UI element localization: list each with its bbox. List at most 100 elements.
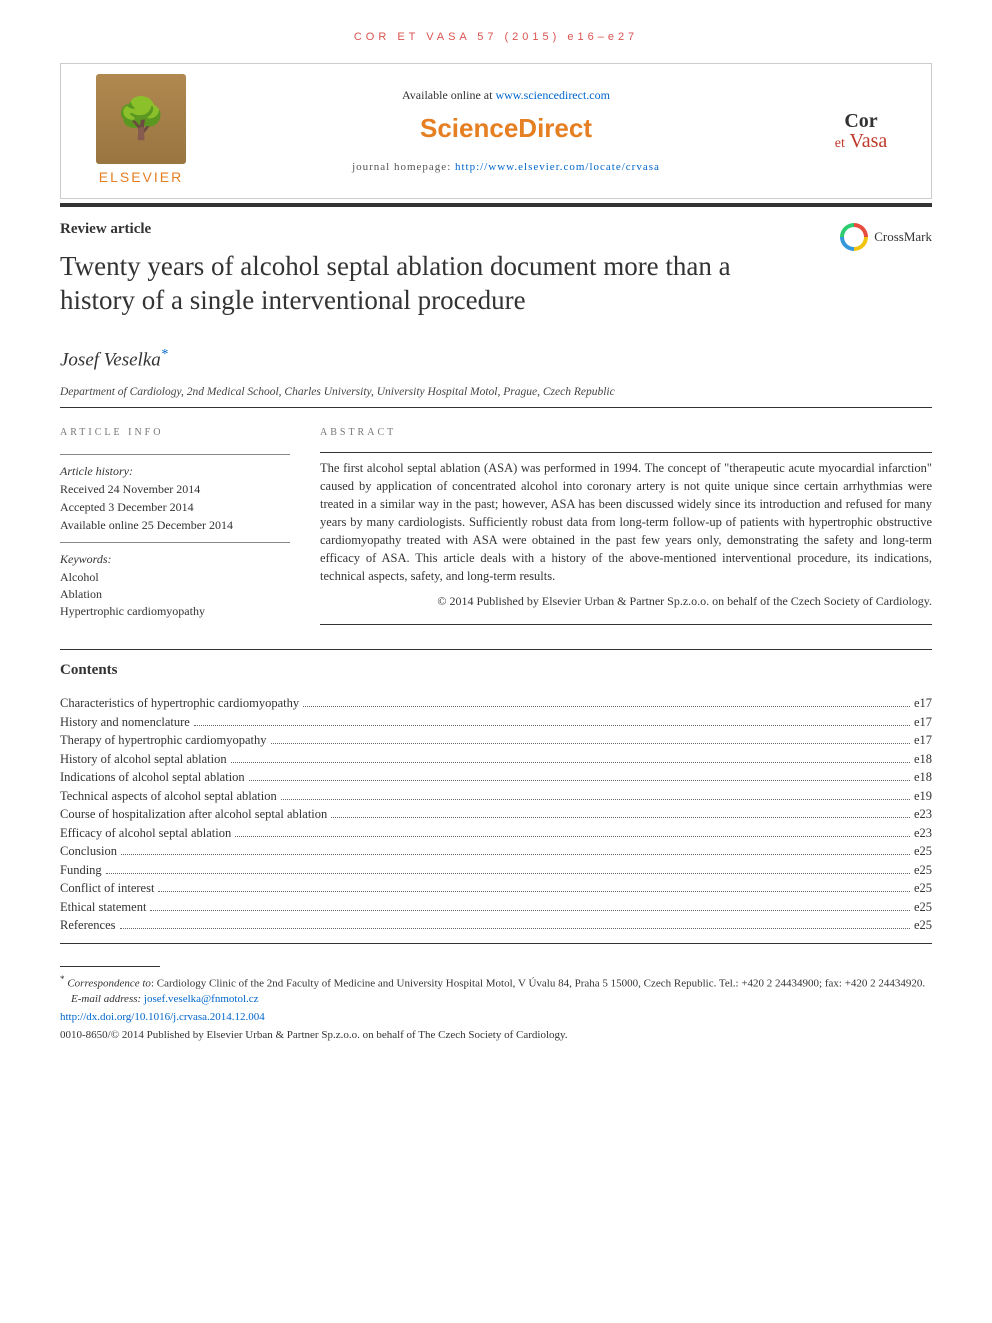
toc-row: Ethical statement e25	[60, 899, 932, 917]
keyword: Hypertrophic cardiomyopathy	[60, 603, 290, 620]
toc-row: Characteristics of hypertrophic cardiomy…	[60, 695, 932, 713]
abstract-heading: ABSTRACT	[320, 426, 932, 440]
publisher-banner: 🌳 ELSEVIER Available online at www.scien…	[60, 63, 932, 199]
logo-et: et	[835, 136, 845, 151]
email-footnote: E-mail address: josef.veselka@fnmotol.cz	[60, 992, 932, 1007]
toc-row: Conflict of interest e25	[60, 880, 932, 898]
toc-title[interactable]: Therapy of hypertrophic cardiomyopathy	[60, 732, 267, 750]
history-label: Article history:	[60, 463, 290, 480]
toc-page: e19	[914, 788, 932, 806]
elsevier-logo-block: 🌳 ELSEVIER	[81, 74, 201, 188]
toc-row: Funding e25	[60, 862, 932, 880]
table-of-contents: Characteristics of hypertrophic cardiomy…	[60, 695, 932, 935]
crossmark-badge[interactable]: CrossMark	[840, 223, 932, 251]
homepage-prefix: journal homepage:	[352, 161, 455, 173]
footnote-rule	[60, 966, 160, 967]
toc-dots	[158, 891, 910, 892]
footnote-marker: *	[60, 974, 65, 984]
available-online-text: Available online at www.sciencedirect.co…	[201, 87, 811, 104]
elsevier-wordmark: ELSEVIER	[99, 168, 183, 188]
doi-link[interactable]: http://dx.doi.org/10.1016/j.crvasa.2014.…	[60, 1011, 265, 1023]
toc-dots	[271, 743, 910, 744]
correspondence-text: : Cardiology Clinic of the 2nd Faculty o…	[151, 977, 925, 989]
abstract-copyright: © 2014 Published by Elsevier Urban & Par…	[320, 593, 932, 610]
issn-line: 0010-8650/© 2014 Published by Elsevier U…	[60, 1028, 932, 1043]
online-date: Available online 25 December 2014	[60, 517, 290, 534]
toc-title[interactable]: Technical aspects of alcohol septal abla…	[60, 788, 277, 806]
logo-vasa: Vasa	[849, 130, 887, 152]
accepted-date: Accepted 3 December 2014	[60, 499, 290, 516]
toc-title[interactable]: Course of hospitalization after alcohol …	[60, 806, 327, 824]
toc-dots	[249, 780, 910, 781]
toc-page: e25	[914, 862, 932, 880]
crossmark-icon	[840, 223, 868, 251]
keyword: Ablation	[60, 586, 290, 603]
toc-page: e23	[914, 806, 932, 824]
toc-page: e17	[914, 732, 932, 750]
toc-dots	[150, 910, 910, 911]
journal-citation: COR ET VASA 57 (2015) e16–e27	[60, 30, 932, 45]
toc-row: Conclusion e25	[60, 843, 932, 861]
toc-row: References e25	[60, 917, 932, 935]
toc-title[interactable]: References	[60, 917, 116, 935]
available-prefix: Available online at	[402, 88, 495, 102]
toc-row: Efficacy of alcohol septal ablation e23	[60, 825, 932, 843]
toc-dots	[121, 854, 910, 855]
toc-dots	[303, 706, 910, 707]
homepage-text: journal homepage: http://www.elsevier.co…	[201, 160, 811, 175]
author-text: Josef Veselka	[60, 350, 161, 371]
toc-page: e23	[914, 825, 932, 843]
toc-title[interactable]: History of alcohol septal ablation	[60, 751, 227, 769]
toc-page: e25	[914, 917, 932, 935]
cor-et-vasa-logo: Cor et Vasa	[811, 111, 911, 151]
toc-row: History and nomenclature e17	[60, 714, 932, 732]
toc-title[interactable]: Conflict of interest	[60, 880, 154, 898]
toc-title[interactable]: Ethical statement	[60, 899, 146, 917]
article-type: Review article	[60, 219, 932, 240]
toc-title[interactable]: Funding	[60, 862, 102, 880]
email-label: E-mail address:	[71, 993, 141, 1005]
correspondence-label: Correspondence to	[67, 977, 151, 989]
sciencedirect-link[interactable]: www.sciencedirect.com	[495, 88, 610, 102]
toc-page: e17	[914, 714, 932, 732]
toc-title[interactable]: Indications of alcohol septal ablation	[60, 769, 245, 787]
toc-title[interactable]: Conclusion	[60, 843, 117, 861]
toc-row: History of alcohol septal ablation e18	[60, 751, 932, 769]
toc-title[interactable]: Efficacy of alcohol septal ablation	[60, 825, 231, 843]
toc-page: e17	[914, 695, 932, 713]
toc-dots	[331, 817, 910, 818]
banner-center: Available online at www.sciencedirect.co…	[201, 87, 811, 176]
author-rule	[60, 407, 932, 408]
elsevier-tree-icon: 🌳	[96, 74, 186, 164]
toc-page: e25	[914, 880, 932, 898]
toc-dots	[106, 873, 910, 874]
journal-logo-block: Cor et Vasa	[811, 111, 911, 151]
contents-bottom-rule	[60, 943, 932, 944]
received-date: Received 24 November 2014	[60, 481, 290, 498]
logo-cor: Cor	[844, 110, 877, 132]
toc-dots	[231, 762, 910, 763]
toc-title[interactable]: Characteristics of hypertrophic cardiomy…	[60, 695, 299, 713]
contents-top-rule	[60, 649, 932, 650]
abstract-text: The first alcohol septal ablation (ASA) …	[320, 459, 932, 586]
abstract-column: ABSTRACT The first alcohol septal ablati…	[320, 426, 932, 632]
toc-row: Therapy of hypertrophic cardiomyopathy e…	[60, 732, 932, 750]
toc-title[interactable]: History and nomenclature	[60, 714, 190, 732]
toc-page: e25	[914, 843, 932, 861]
info-abstract-row: ARTICLE INFO Article history: Received 2…	[60, 426, 932, 632]
banner-rule	[60, 203, 932, 207]
correspondence-footnote: * Correspondence to: Cardiology Clinic o…	[60, 973, 932, 992]
crossmark-label: CrossMark	[874, 228, 932, 246]
author-name: Josef Veselka*	[60, 345, 932, 374]
email-link[interactable]: josef.veselka@fnmotol.cz	[144, 993, 259, 1005]
toc-dots	[120, 928, 910, 929]
article-info-column: ARTICLE INFO Article history: Received 2…	[60, 426, 290, 632]
toc-row: Course of hospitalization after alcohol …	[60, 806, 932, 824]
toc-row: Indications of alcohol septal ablation e…	[60, 769, 932, 787]
keyword: Alcohol	[60, 569, 290, 586]
toc-dots	[281, 799, 910, 800]
toc-page: e18	[914, 769, 932, 787]
affiliation: Department of Cardiology, 2nd Medical Sc…	[60, 384, 932, 400]
article-title: Twenty years of alcohol septal ablation …	[60, 250, 780, 318]
homepage-link[interactable]: http://www.elsevier.com/locate/crvasa	[455, 161, 660, 173]
